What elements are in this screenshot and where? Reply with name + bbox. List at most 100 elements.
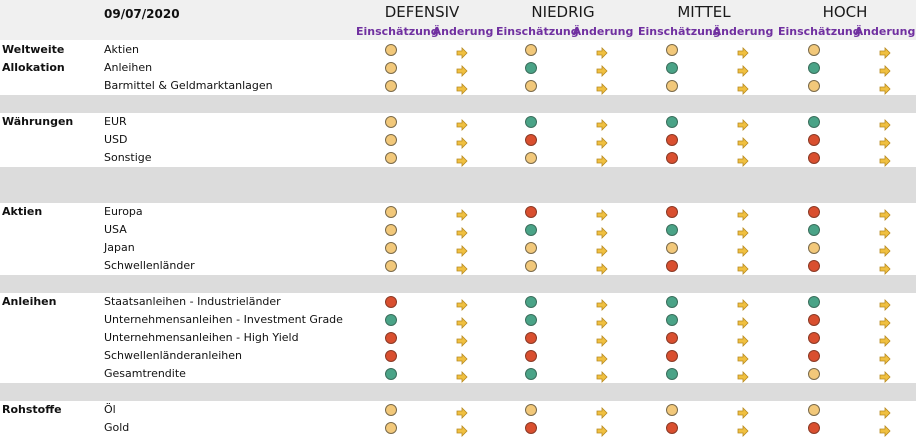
rating-dot-neutral xyxy=(525,260,537,272)
arrow-right-icon xyxy=(737,332,749,347)
rating-dot-positive xyxy=(525,314,537,326)
profile-header-defensiv: DEFENSIV xyxy=(384,3,460,21)
rating-dot-positive xyxy=(666,224,678,236)
arrow-right-icon xyxy=(879,260,891,275)
row-label: Staatsanleihen - Industrieländer xyxy=(104,295,281,308)
rating-dot-negative xyxy=(808,152,820,164)
rating-dot-neutral xyxy=(808,80,820,92)
rating-dot-neutral xyxy=(385,152,397,164)
sub-header-assessment: Einschätzung xyxy=(638,25,721,38)
arrow-right-icon xyxy=(737,44,749,59)
arrow-right-icon xyxy=(596,152,608,167)
arrow-right-icon xyxy=(879,296,891,311)
rating-dot-neutral xyxy=(808,404,820,416)
arrow-right-icon xyxy=(596,224,608,239)
arrow-right-icon xyxy=(879,44,891,59)
rating-dot-negative xyxy=(385,332,397,344)
arrow-right-icon xyxy=(737,116,749,131)
arrow-right-icon xyxy=(596,134,608,149)
sub-header-assessment: Einschätzung xyxy=(356,25,439,38)
rating-dot-neutral xyxy=(385,224,397,236)
header-background xyxy=(0,0,916,40)
arrow-right-icon xyxy=(737,206,749,221)
category-label: Aktien xyxy=(2,205,43,218)
rating-dot-negative xyxy=(808,422,820,434)
arrow-right-icon xyxy=(596,62,608,77)
rating-dot-neutral xyxy=(525,242,537,254)
rating-dot-negative xyxy=(525,422,537,434)
rating-dot-positive xyxy=(525,62,537,74)
section-separator xyxy=(0,95,916,113)
row-label: USD xyxy=(104,133,128,146)
rating-dot-negative xyxy=(525,350,537,362)
arrow-right-icon xyxy=(879,224,891,239)
arrow-right-icon xyxy=(879,62,891,77)
rating-dot-positive xyxy=(808,296,820,308)
arrow-right-icon xyxy=(879,422,891,437)
arrow-right-icon xyxy=(737,152,749,167)
rating-dot-positive xyxy=(525,224,537,236)
arrow-right-icon xyxy=(737,260,749,275)
rating-dot-neutral xyxy=(385,206,397,218)
row-label: Gesamtrendite xyxy=(104,367,186,380)
rating-dot-positive xyxy=(808,224,820,236)
rating-dot-negative xyxy=(666,260,678,272)
arrow-right-icon xyxy=(596,404,608,419)
arrow-right-icon xyxy=(456,206,468,221)
rating-dot-neutral xyxy=(525,80,537,92)
category-label: Rohstoffe xyxy=(2,403,62,416)
rating-dot-negative xyxy=(666,422,678,434)
arrow-right-icon xyxy=(737,314,749,329)
arrow-right-icon xyxy=(879,152,891,167)
profile-header-mittel: MITTEL xyxy=(677,3,731,21)
arrow-right-icon xyxy=(456,134,468,149)
arrow-right-icon xyxy=(456,422,468,437)
arrow-right-icon xyxy=(596,206,608,221)
rating-dot-neutral xyxy=(385,116,397,128)
arrow-right-icon xyxy=(737,368,749,383)
arrow-right-icon xyxy=(456,350,468,365)
sub-header-assessment: Einschätzung xyxy=(496,25,579,38)
arrow-right-icon xyxy=(596,80,608,95)
rating-dot-neutral xyxy=(808,242,820,254)
rating-dot-negative xyxy=(525,134,537,146)
arrow-right-icon xyxy=(596,332,608,347)
row-label: Aktien xyxy=(104,43,140,56)
arrow-right-icon xyxy=(879,350,891,365)
arrow-right-icon xyxy=(456,116,468,131)
rating-dot-negative xyxy=(808,332,820,344)
arrow-right-icon xyxy=(879,116,891,131)
rating-dot-positive xyxy=(666,62,678,74)
rating-dot-neutral xyxy=(808,44,820,56)
report-date: 09/07/2020 xyxy=(104,7,180,21)
arrow-right-icon xyxy=(596,296,608,311)
rating-dot-positive xyxy=(666,368,678,380)
rating-dot-neutral xyxy=(666,242,678,254)
section-separator xyxy=(0,167,916,185)
arrow-right-icon xyxy=(879,242,891,257)
rating-dot-neutral xyxy=(385,80,397,92)
arrow-right-icon xyxy=(737,62,749,77)
rating-dot-positive xyxy=(808,116,820,128)
row-label: EUR xyxy=(104,115,127,128)
rating-dot-neutral xyxy=(808,368,820,380)
rating-dot-negative xyxy=(808,260,820,272)
arrow-right-icon xyxy=(456,224,468,239)
row-label: Unternehmensanleihen - High Yield xyxy=(104,331,299,344)
row-label: Unternehmensanleihen - Investment Grade xyxy=(104,313,343,326)
arrow-right-icon xyxy=(456,296,468,311)
rating-dot-negative xyxy=(666,332,678,344)
category-label: Weltweite Allokation xyxy=(2,43,65,74)
arrow-right-icon xyxy=(596,44,608,59)
rating-dot-positive xyxy=(525,368,537,380)
arrow-right-icon xyxy=(737,350,749,365)
section-separator xyxy=(0,383,916,401)
row-label: Sonstige xyxy=(104,151,152,164)
rating-dot-negative xyxy=(666,152,678,164)
sub-header-change: Änderung xyxy=(712,25,774,38)
rating-dot-positive xyxy=(385,314,397,326)
arrow-right-icon xyxy=(456,404,468,419)
rating-dot-positive xyxy=(666,116,678,128)
category-label: Währungen xyxy=(2,115,74,128)
arrow-right-icon xyxy=(737,134,749,149)
